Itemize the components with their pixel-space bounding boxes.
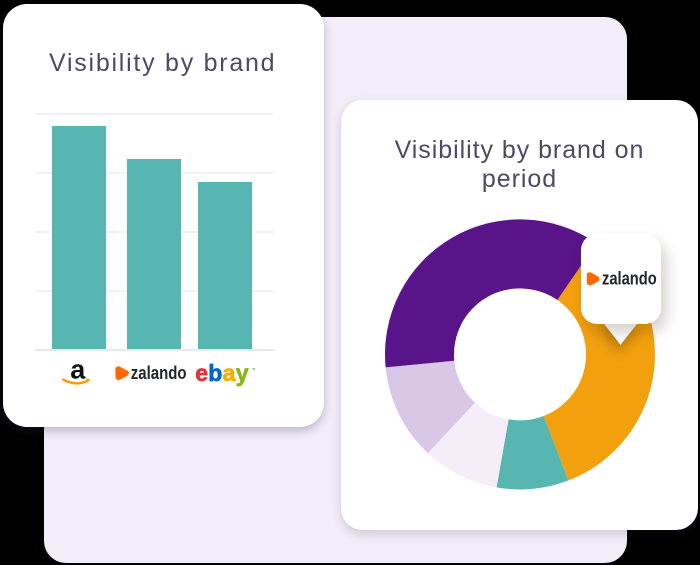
svg-text:a: a (70, 355, 86, 385)
svg-text:zalando: zalando (602, 268, 657, 289)
svg-text:ebay: ebay (195, 360, 249, 386)
svg-text:zalando: zalando (131, 363, 187, 384)
